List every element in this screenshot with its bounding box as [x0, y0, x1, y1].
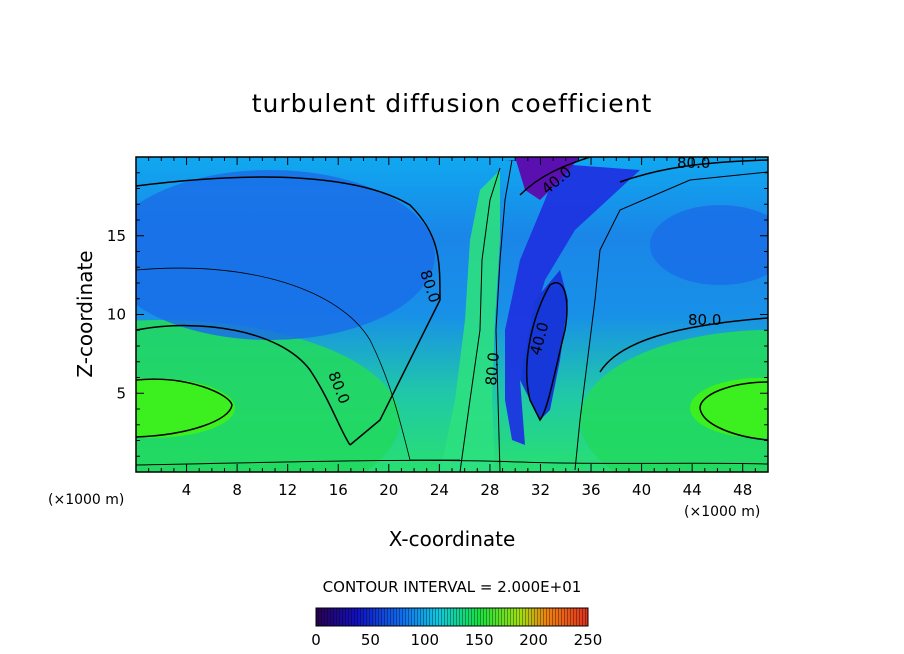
contour-80-lower-left [136, 324, 351, 446]
colorbar-tick-label: 100 [410, 631, 439, 649]
x-unit-right: (×1000 m) [684, 504, 760, 520]
contour-40-tongue [526, 282, 568, 422]
contour-60-left [136, 267, 460, 461]
colorbar-tick-label: 150 [465, 631, 494, 649]
x-tick-label: 4 [182, 481, 192, 499]
field-lower-right-core [690, 378, 768, 438]
field-lower-right-green [580, 330, 768, 472]
colorbar-stripes [316, 608, 588, 626]
colorbar-tick-label: 50 [361, 631, 380, 649]
x-tick-label: 40 [632, 481, 651, 499]
field-upper-left-blue [136, 170, 435, 340]
contour-80-top-right [619, 159, 768, 183]
x-tick-label: 8 [232, 481, 242, 499]
field-top-purple [515, 157, 580, 200]
contour-level-lower-left [136, 378, 233, 438]
y-tick-label: 15 [107, 227, 126, 245]
contour-bottom-band [136, 459, 768, 466]
contour-level-lower-right [699, 381, 768, 441]
x-tick-label: 44 [683, 481, 702, 499]
field-lower-left-green [136, 320, 400, 472]
contour-interval-text: CONTOUR INTERVAL = 2.000E+01 [323, 578, 582, 596]
contour-right-channel [574, 171, 768, 471]
x-axis: 4 8 12 16 20 24 28 32 36 40 44 48 [148, 157, 756, 499]
field-central-plume [440, 170, 500, 472]
colorbar-tick-label: 250 [574, 631, 603, 649]
contour-plume-left [459, 167, 501, 472]
x-unit-left: (×1000 m) [48, 492, 124, 508]
field-upper-right-blue [650, 205, 768, 285]
chart-title: turbulent diffusion coefficient [252, 89, 653, 118]
x-axis-label: X-coordinate [389, 527, 516, 551]
field-deep-blue-tongue [505, 160, 640, 445]
y-tick-label: 10 [107, 306, 126, 324]
colorbar-ticks: 0 50 100 150 200 250 [311, 631, 602, 649]
contour-80-right [599, 317, 768, 373]
contour-label: 80.0 [677, 154, 710, 172]
field-deep-blue-core [520, 270, 568, 420]
x-tick-label: 36 [581, 481, 600, 499]
y-axis-label: Z-coordinate [73, 250, 97, 377]
colorbar-frame [315, 607, 589, 627]
x-tick-label: 48 [733, 481, 752, 499]
heatmap-field [136, 157, 768, 472]
x-tick-label: 20 [379, 481, 398, 499]
colorbar-tick-label: 200 [519, 631, 548, 649]
colorbar: 0 50 100 150 200 250 [311, 607, 602, 649]
colorbar-tick-label: 0 [311, 631, 321, 649]
contour-plume-right [495, 159, 513, 472]
x-tick-label: 28 [480, 481, 499, 499]
x-tick-label: 12 [278, 481, 297, 499]
x-tick-label: 32 [531, 481, 550, 499]
x-tick-label: 24 [430, 481, 449, 499]
contour-label: 80.0 [482, 352, 503, 387]
contour-lines [136, 157, 768, 472]
y-tick-label: 5 [116, 384, 126, 402]
y-axis: 5 10 15 [107, 172, 768, 457]
contour-80-upper-left [136, 176, 441, 446]
contour-40-top [519, 157, 591, 196]
field-lower-left-core [136, 378, 235, 438]
x-tick-label: 16 [329, 481, 348, 499]
contour-label: 80.0 [688, 311, 721, 329]
